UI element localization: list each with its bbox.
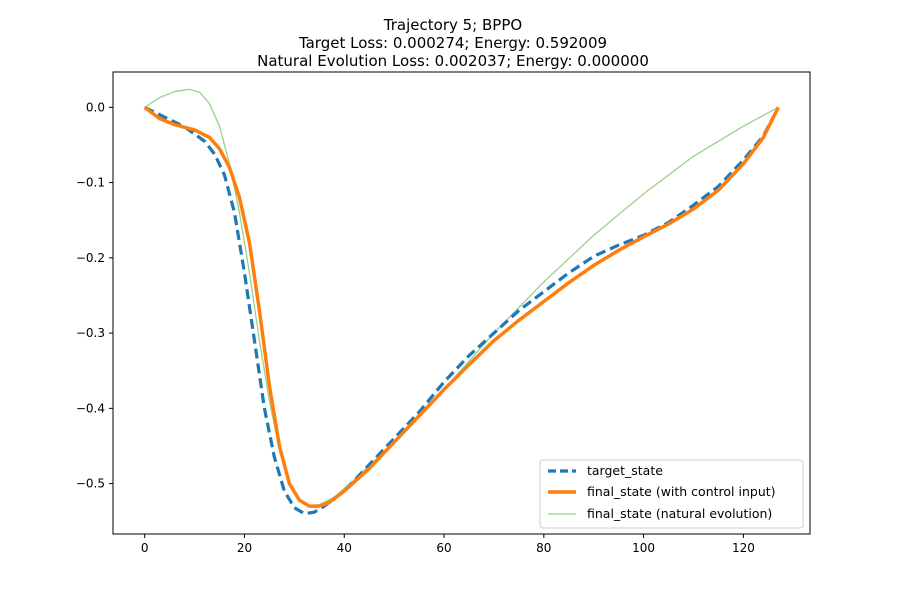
x-tick-label: 20 <box>237 541 252 555</box>
title-line-1: Trajectory 5; BPPO <box>383 16 522 34</box>
x-tick-label: 0 <box>141 541 149 555</box>
legend-box <box>539 459 804 529</box>
legend: target_state final_state (with control i… <box>539 459 804 529</box>
x-tick-label: 40 <box>337 541 352 555</box>
y-axis-ticks: 0.0 −0.1 −0.2 −0.3 −0.4 −0.5 <box>76 100 113 491</box>
title-line-2: Target Loss: 0.000274; Energy: 0.592009 <box>298 34 607 52</box>
y-tick-label: −0.1 <box>76 176 105 190</box>
series-layer <box>143 88 780 516</box>
legend-label-final-state-control: final_state (with control input) <box>587 484 776 499</box>
y-tick-label: 0.0 <box>86 100 105 114</box>
x-tick-label: 100 <box>632 541 655 555</box>
legend-label-target-state: target_state <box>587 463 663 478</box>
y-tick-label: −0.4 <box>76 401 105 415</box>
x-tick-label: 120 <box>732 541 755 555</box>
x-axis-ticks: 0 20 40 60 80 100 120 <box>141 534 755 555</box>
y-tick-label: −0.5 <box>76 477 105 491</box>
title-line-3: Natural Evolution Loss: 0.002037; Energy… <box>257 52 649 70</box>
plot-frame <box>112 71 811 535</box>
y-tick-label: −0.2 <box>76 251 105 265</box>
x-tick-label: 80 <box>536 541 551 555</box>
x-tick-label: 60 <box>436 541 451 555</box>
legend-label-final-state-natural: final_state (natural evolution) <box>587 506 772 521</box>
y-tick-label: −0.3 <box>76 326 105 340</box>
chart-title: Trajectory 5; BPPO Target Loss: 0.000274… <box>257 16 649 70</box>
final-state-control-line <box>143 105 780 508</box>
